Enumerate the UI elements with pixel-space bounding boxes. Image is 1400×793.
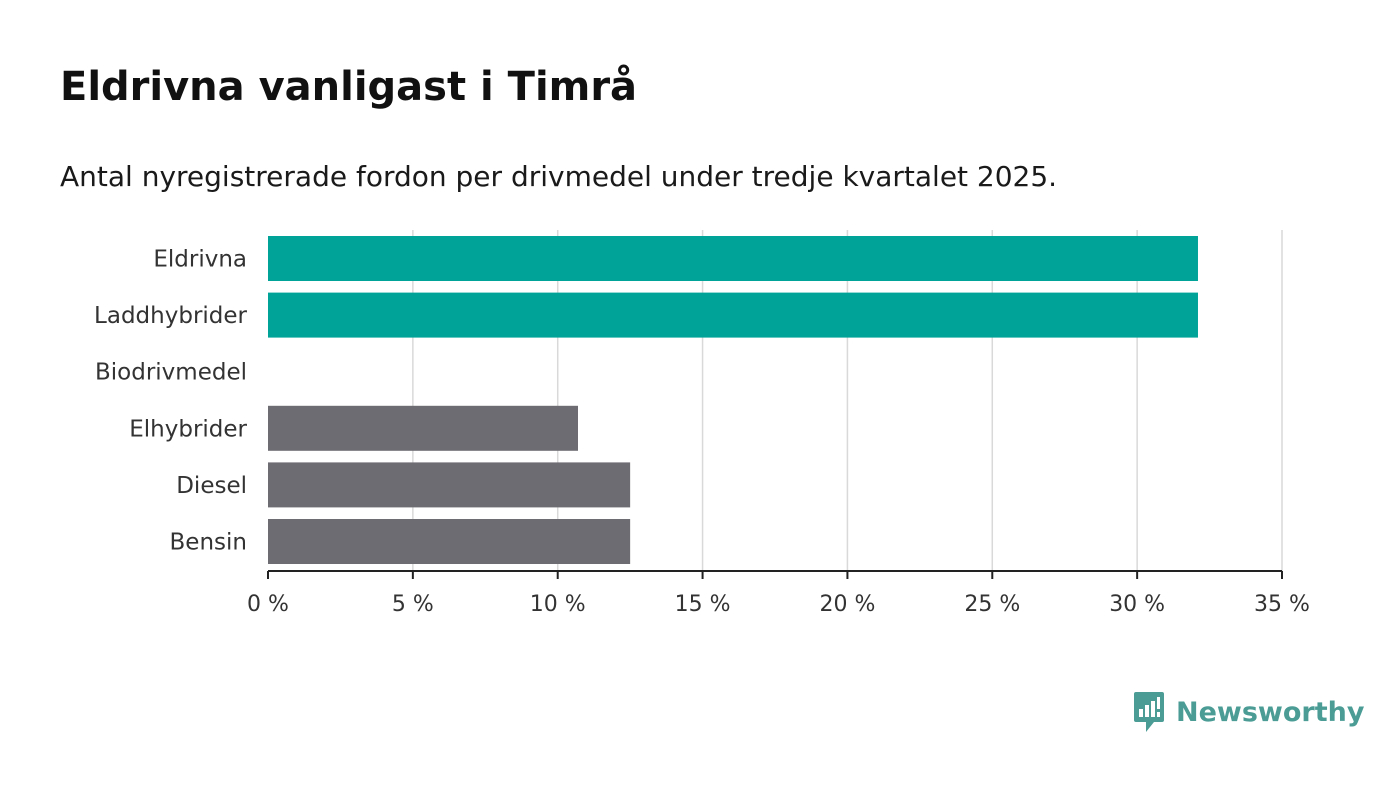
category-label: Laddhybrider	[94, 303, 247, 329]
bar-elhybrider	[268, 405, 578, 451]
x-tick-label: 30 %	[1109, 592, 1165, 617]
category-label: Elhybrider	[129, 416, 247, 442]
category-label: Diesel	[176, 473, 247, 499]
category-label: Biodrivmedel	[95, 360, 247, 386]
bar-eldrivna	[268, 236, 1198, 281]
grid-lines	[412, 230, 1283, 571]
bar-diesel	[268, 462, 631, 508]
brand: Newsworthy	[1132, 690, 1364, 734]
category-label: Eldrivna	[153, 247, 247, 273]
x-tick-label: 10 %	[530, 592, 586, 617]
x-tick-label: 25 %	[964, 592, 1020, 617]
newsworthy-logo-icon	[1134, 692, 1164, 732]
x-tick-label: 15 %	[675, 592, 731, 617]
x-tick-label: 20 %	[819, 592, 875, 617]
bar-bensin	[268, 519, 631, 564]
bars	[268, 236, 1198, 564]
category-labels: Eldrivna Laddhybrider Biodrivmedel Elhybrid…	[94, 247, 247, 556]
category-label: Bensin	[170, 530, 247, 556]
x-tick-label: 0 %	[247, 592, 289, 617]
chart-title: Eldrivna vanligast i Timrå	[60, 64, 638, 110]
chart-subtitle: Antal nyregistrerade fordon per drivmede…	[60, 160, 1058, 193]
x-tick-label: 5 %	[392, 592, 434, 617]
bar-laddhybrider	[268, 292, 1198, 338]
x-tick-label: 35 %	[1254, 592, 1310, 617]
brand-name: Newsworthy	[1176, 696, 1365, 728]
x-axis: 0 % 5 % 10 % 15 % 20 % 25 % 30 % 35 %	[247, 570, 1310, 617]
